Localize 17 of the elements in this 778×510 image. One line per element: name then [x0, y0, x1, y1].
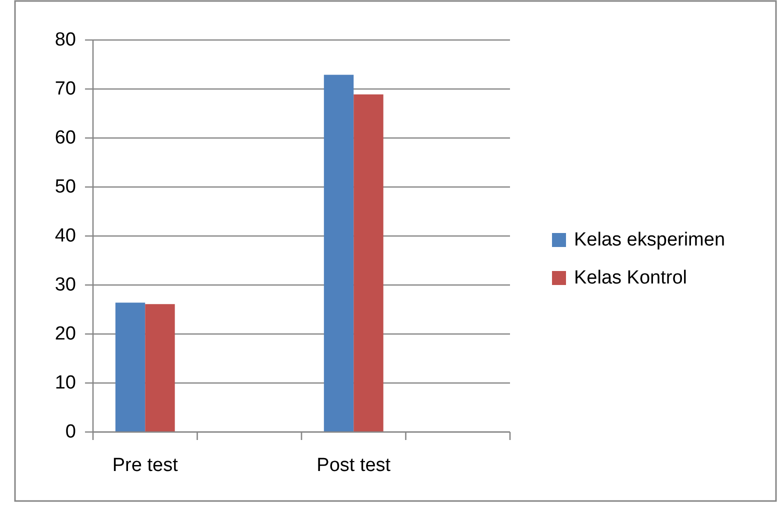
legend-label: Kelas Kontrol [574, 268, 688, 288]
bar [115, 302, 146, 432]
x-tick-label: Post test [316, 455, 392, 476]
y-tick-label: 0 [65, 422, 76, 442]
y-tick-label: 60 [54, 128, 76, 148]
y-tick-label: 30 [54, 274, 76, 296]
bar [354, 94, 384, 432]
bar [324, 74, 354, 432]
x-tick-label: Pre test [112, 455, 179, 476]
y-tick-label: 70 [54, 78, 76, 100]
bar [145, 304, 175, 432]
y-tick-label: 80 [54, 30, 76, 50]
y-tick-label: 40 [54, 226, 76, 246]
y-tick-label: 10 [54, 372, 76, 394]
y-tick-label: 50 [54, 176, 76, 198]
y-tick-label: 20 [54, 324, 76, 344]
legend-label: Kelas eksperimen [574, 230, 726, 250]
